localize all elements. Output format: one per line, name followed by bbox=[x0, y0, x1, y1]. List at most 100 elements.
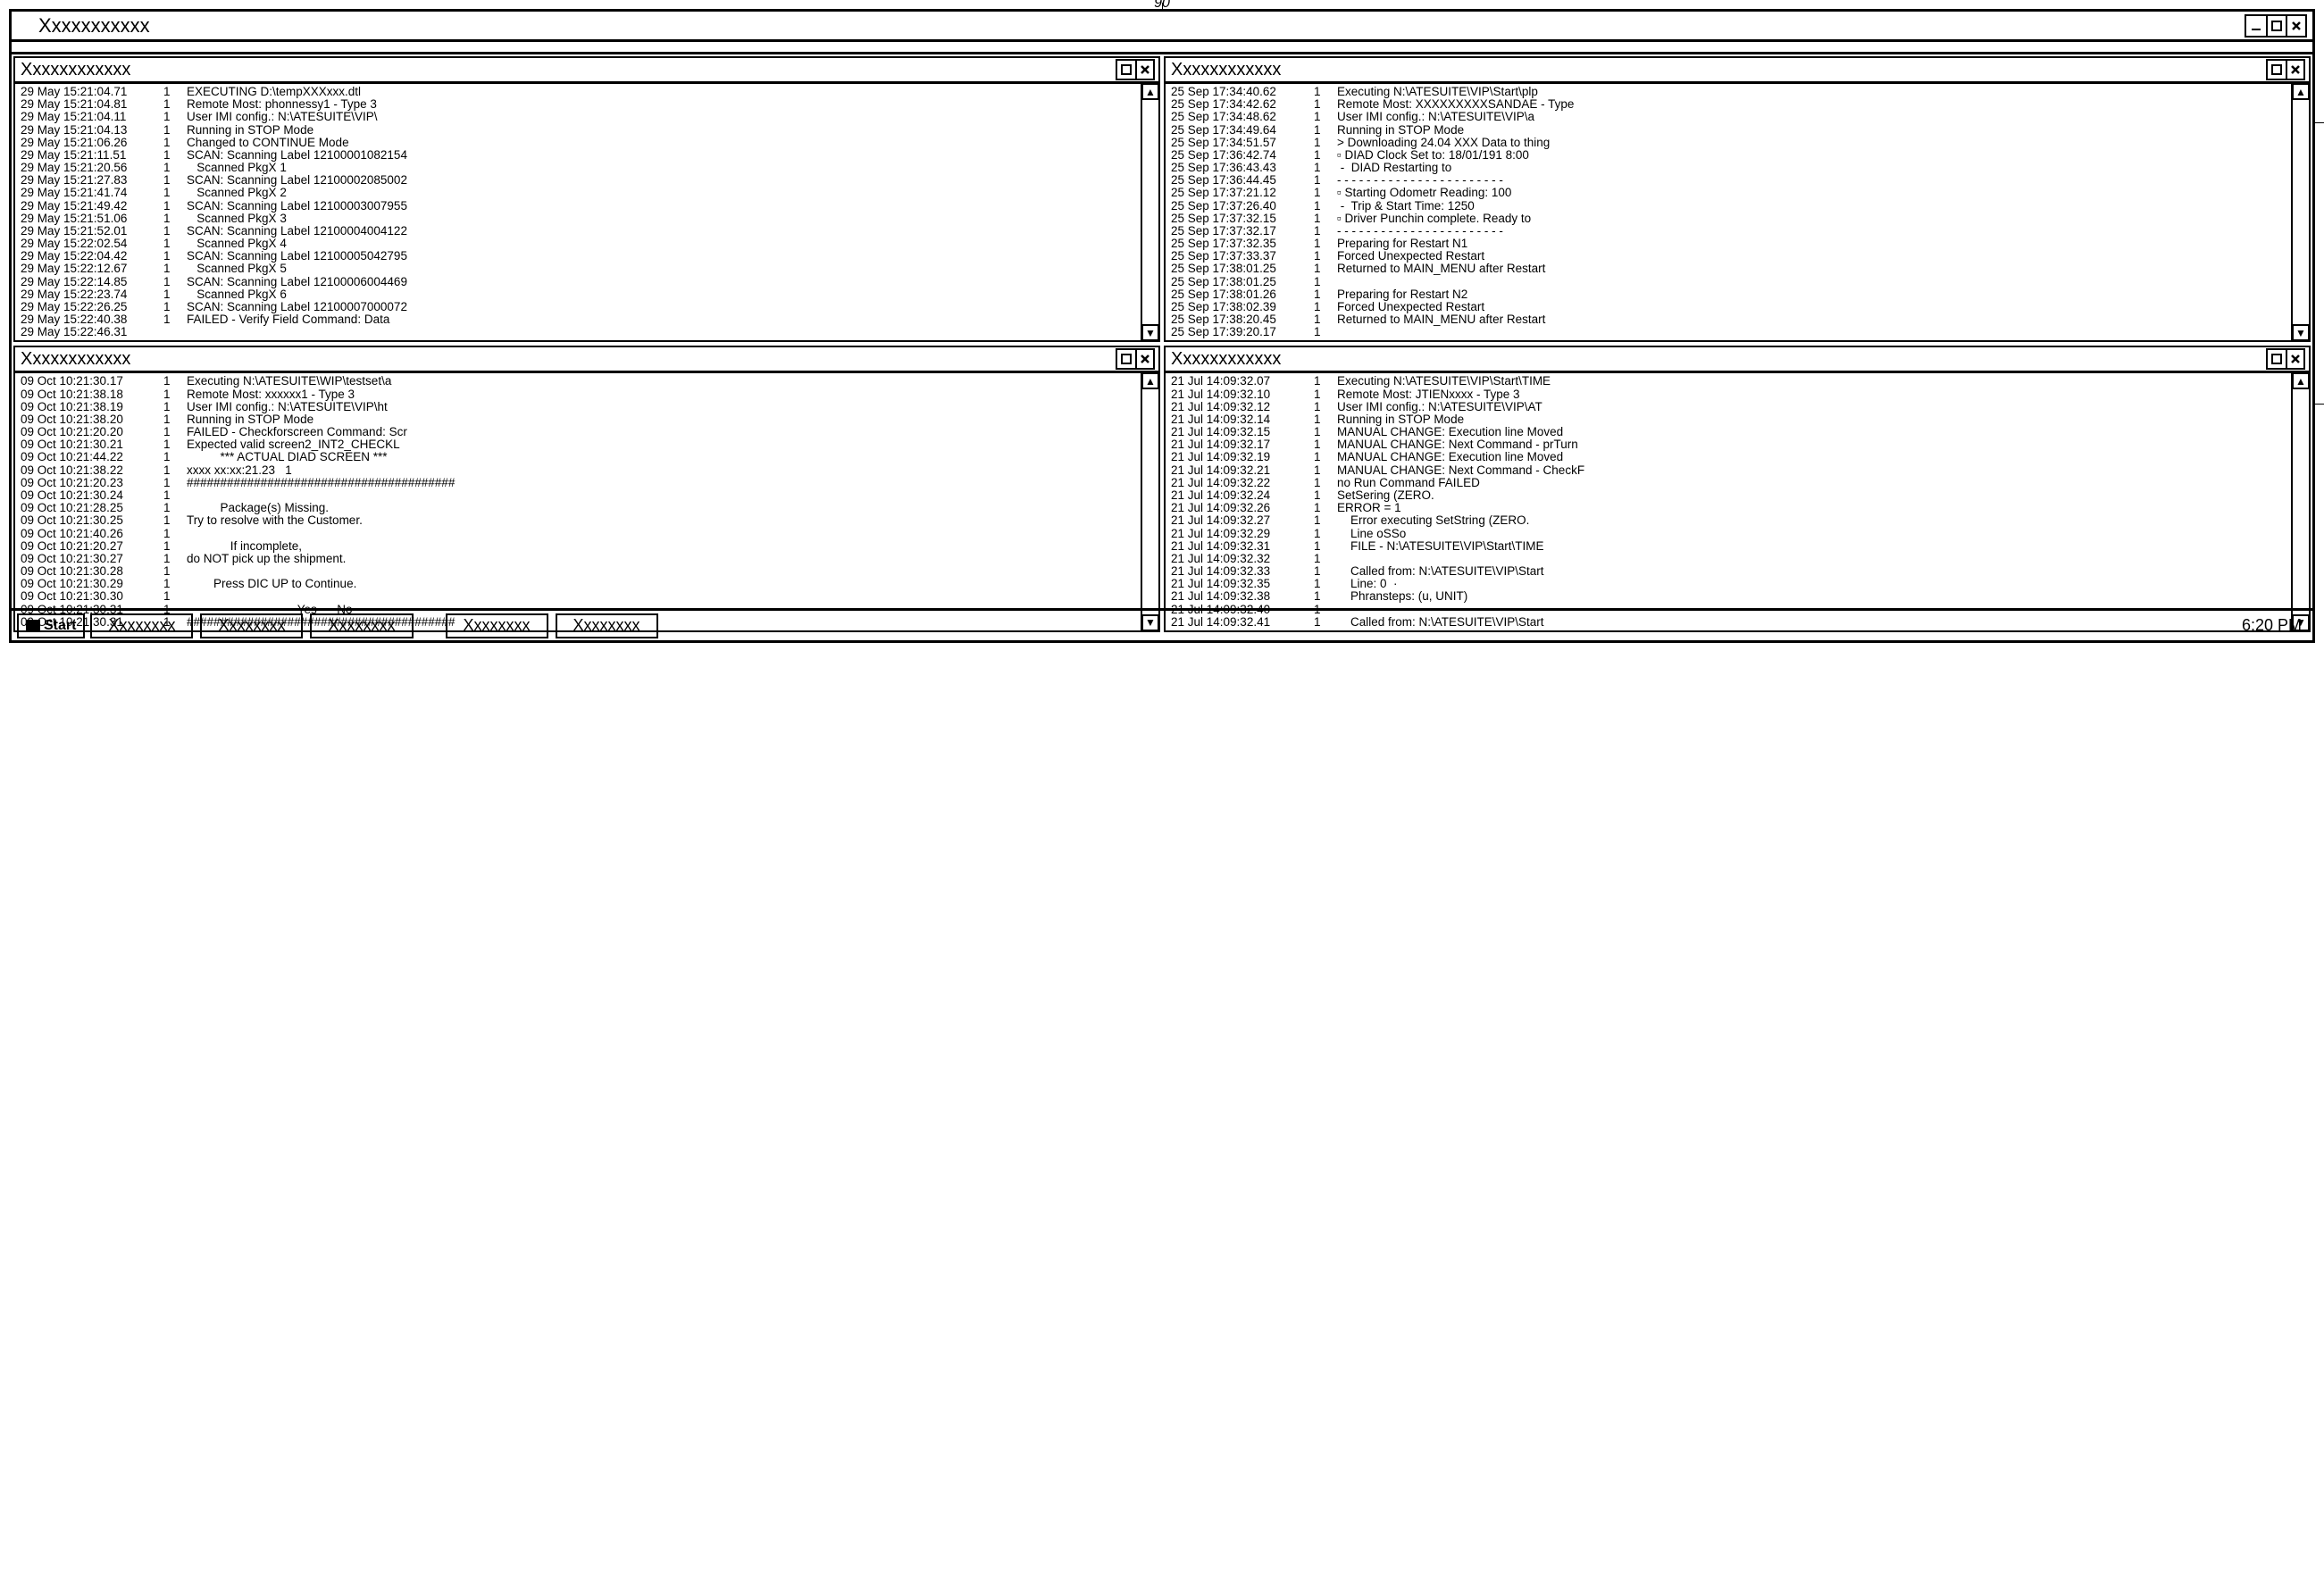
toolbar-strip bbox=[12, 42, 2312, 54]
panel-close-button[interactable] bbox=[1135, 61, 1153, 79]
start-button[interactable]: Start bbox=[17, 613, 85, 638]
log-row: 29 May 15:22:14.851SCAN: Scanning Label … bbox=[21, 276, 1135, 288]
scroll-down-button[interactable]: ▼ bbox=[1142, 614, 1158, 630]
scrollbar[interactable]: ▲ ▼ bbox=[2291, 84, 2309, 340]
log-message: - - - - - - - - - - - - - - - - - - - - … bbox=[1337, 174, 2286, 187]
log-channel: 1 bbox=[163, 313, 187, 326]
panel-close-button[interactable] bbox=[1135, 350, 1153, 368]
log-channel: 1 bbox=[1314, 276, 1337, 288]
scroll-down-button[interactable]: ▼ bbox=[2293, 324, 2309, 340]
log-channel bbox=[163, 326, 187, 338]
taskbar-button[interactable]: Xxxxxxxx bbox=[446, 613, 548, 638]
log-row: 21 Jul 14:09:32.411 Called from: N:\ATES… bbox=[1171, 616, 2286, 629]
log-message: SCAN: Scanning Label 12100006004469 bbox=[187, 276, 1135, 288]
log-message: > Downloading 24.04 XXX Data to thing bbox=[1337, 137, 2286, 149]
scroll-up-button[interactable]: ▲ bbox=[1142, 84, 1158, 100]
scrollbar[interactable]: ▲ ▼ bbox=[1141, 84, 1158, 340]
log-channel: 1 bbox=[1314, 514, 1337, 527]
panel-window-controls bbox=[2266, 59, 2305, 80]
scrollbar[interactable]: ▲ ▼ bbox=[2291, 373, 2309, 630]
log-message: Scanned PkgX 5 bbox=[187, 263, 1135, 275]
panel-close-button[interactable] bbox=[2286, 350, 2303, 368]
log-message: - DIAD Restarting to bbox=[1337, 162, 2286, 174]
log-timestamp: 25 Sep 17:34:42.62 bbox=[1171, 98, 1314, 111]
log-message: Forced Unexpected Restart bbox=[1337, 250, 2286, 263]
taskbar-button[interactable]: Xxxxxxxx bbox=[310, 613, 413, 638]
scroll-up-button[interactable]: ▲ bbox=[1142, 373, 1158, 389]
log-timestamp: 25 Sep 17:37:26.40 bbox=[1171, 200, 1314, 213]
panels-grid: Xxxxxxxxxxxx 29 May 15:21:04.711EXECUTIN… bbox=[12, 54, 2312, 608]
log-message: Executing N:\ATESUITE\WIP\testset\a bbox=[187, 375, 1135, 388]
log-row: 09 Oct 10:21:38.191User IMI config.: N:\… bbox=[21, 401, 1135, 413]
log-channel: 1 bbox=[1314, 553, 1337, 565]
scroll-track[interactable] bbox=[1142, 100, 1158, 324]
panel-maximize-button[interactable] bbox=[1117, 350, 1135, 368]
log-row: 25 Sep 17:36:42.741▫ DIAD Clock Set to: … bbox=[1171, 149, 2286, 162]
log-message: FAILED - Checkforscreen Command: Scr bbox=[187, 426, 1135, 438]
panel-maximize-button[interactable] bbox=[1117, 61, 1135, 79]
log-channel: 1 bbox=[1314, 250, 1337, 263]
log-row: 25 Sep 17:38:02.391Forced Unexpected Res… bbox=[1171, 301, 2286, 313]
log-message bbox=[187, 528, 1135, 540]
scroll-track[interactable] bbox=[1142, 389, 1158, 613]
log-row: 25 Sep 17:34:48.621User IMI config.: N:\… bbox=[1171, 111, 2286, 123]
log-timestamp: 29 May 15:21:11.51 bbox=[21, 149, 163, 162]
log-channel: 1 bbox=[163, 162, 187, 174]
panel-maximize-button[interactable] bbox=[2268, 61, 2286, 79]
log-timestamp: 21 Jul 14:09:32.33 bbox=[1171, 565, 1314, 578]
log-row: 29 May 15:21:04.711EXECUTING D:\tempXXXx… bbox=[21, 86, 1135, 98]
scroll-track[interactable] bbox=[2293, 100, 2309, 324]
log-message: Error executing SetString (ZERO. bbox=[1337, 514, 2286, 527]
log-timestamp: 25 Sep 17:37:32.35 bbox=[1171, 238, 1314, 250]
scroll-track[interactable] bbox=[2293, 389, 2309, 613]
taskbar-button[interactable]: Xxxxxxxx bbox=[90, 613, 193, 638]
log-timestamp: 29 May 15:21:52.01 bbox=[21, 225, 163, 238]
log-row: 29 May 15:21:51.061 Scanned PkgX 3 bbox=[21, 213, 1135, 225]
log-timestamp: 21 Jul 14:09:32.10 bbox=[1171, 388, 1314, 401]
log-timestamp: 25 Sep 17:34:40.62 bbox=[1171, 86, 1314, 98]
log-timestamp: 29 May 15:22:46.31 bbox=[21, 326, 163, 338]
panel-titlebar: Xxxxxxxxxxxx bbox=[1166, 58, 2309, 83]
taskbar-button[interactable]: Xxxxxxxx bbox=[200, 613, 303, 638]
scroll-down-button[interactable]: ▼ bbox=[1142, 324, 1158, 340]
log-row: 29 May 15:21:49.421SCAN: Scanning Label … bbox=[21, 200, 1135, 213]
log-message: MANUAL CHANGE: Next Command - CheckF bbox=[1337, 464, 2286, 477]
panel-body: 21 Jul 14:09:32.071Executing N:\ATESUITE… bbox=[1166, 372, 2309, 630]
log-channel: 1 bbox=[163, 149, 187, 162]
log-message: FILE - N:\ATESUITE\VIP\Start\TIME bbox=[1337, 540, 2286, 553]
panel-maximize-button[interactable] bbox=[2268, 350, 2286, 368]
log-channel: 1 bbox=[1314, 137, 1337, 149]
taskbar-button[interactable]: Xxxxxxxx bbox=[556, 613, 658, 638]
log-panel: Xxxxxxxxxxxx 21 Jul 14:09:32.071Executin… bbox=[1164, 346, 2311, 631]
log-row: 09 Oct 10:21:30.211Expected valid screen… bbox=[21, 438, 1135, 451]
log-message: Try to resolve with the Customer. bbox=[187, 514, 1135, 527]
log-timestamp: 25 Sep 17:36:43.43 bbox=[1171, 162, 1314, 174]
maximize-button[interactable] bbox=[2266, 16, 2286, 36]
log-timestamp: 29 May 15:21:04.71 bbox=[21, 86, 163, 98]
log-timestamp: 21 Jul 14:09:32.27 bbox=[1171, 514, 1314, 527]
close-button[interactable] bbox=[2286, 16, 2305, 36]
log-row: 21 Jul 14:09:32.121User IMI config.: N:\… bbox=[1171, 401, 2286, 413]
log-channel: 1 bbox=[1314, 313, 1337, 326]
log-message: Called from: N:\ATESUITE\VIP\Start bbox=[1337, 565, 2286, 578]
panel-close-button[interactable] bbox=[2286, 61, 2303, 79]
log-row: 25 Sep 17:37:33.371Forced Unexpected Res… bbox=[1171, 250, 2286, 263]
log-channel: 1 bbox=[1314, 288, 1337, 301]
log-row: 21 Jul 14:09:32.171MANUAL CHANGE: Next C… bbox=[1171, 438, 2286, 451]
log-channel: 1 bbox=[163, 502, 187, 514]
scroll-up-button[interactable]: ▲ bbox=[2293, 373, 2309, 389]
log-message: Running in STOP Mode bbox=[187, 413, 1135, 426]
log-message: FAILED - Verify Field Command: Data bbox=[187, 313, 1135, 326]
log-row: 29 May 15:21:04.131Running in STOP Mode bbox=[21, 124, 1135, 137]
scrollbar[interactable]: ▲ ▼ bbox=[1141, 373, 1158, 630]
log-timestamp: 21 Jul 14:09:32.21 bbox=[1171, 464, 1314, 477]
log-channel: 1 bbox=[163, 401, 187, 413]
log-row: 21 Jul 14:09:32.271 Error executing SetS… bbox=[1171, 514, 2286, 527]
log-panel: Xxxxxxxxxxxx 09 Oct 10:21:30.171Executin… bbox=[13, 346, 1160, 631]
minimize-button[interactable] bbox=[2246, 16, 2266, 36]
log-timestamp: 25 Sep 17:37:32.17 bbox=[1171, 225, 1314, 238]
log-message: Expected valid screen2_INT2_CHECKL bbox=[187, 438, 1135, 451]
scroll-up-button[interactable]: ▲ bbox=[2293, 84, 2309, 100]
log-channel: 1 bbox=[163, 451, 187, 463]
log-message: SCAN: Scanning Label 12100005042795 bbox=[187, 250, 1135, 263]
